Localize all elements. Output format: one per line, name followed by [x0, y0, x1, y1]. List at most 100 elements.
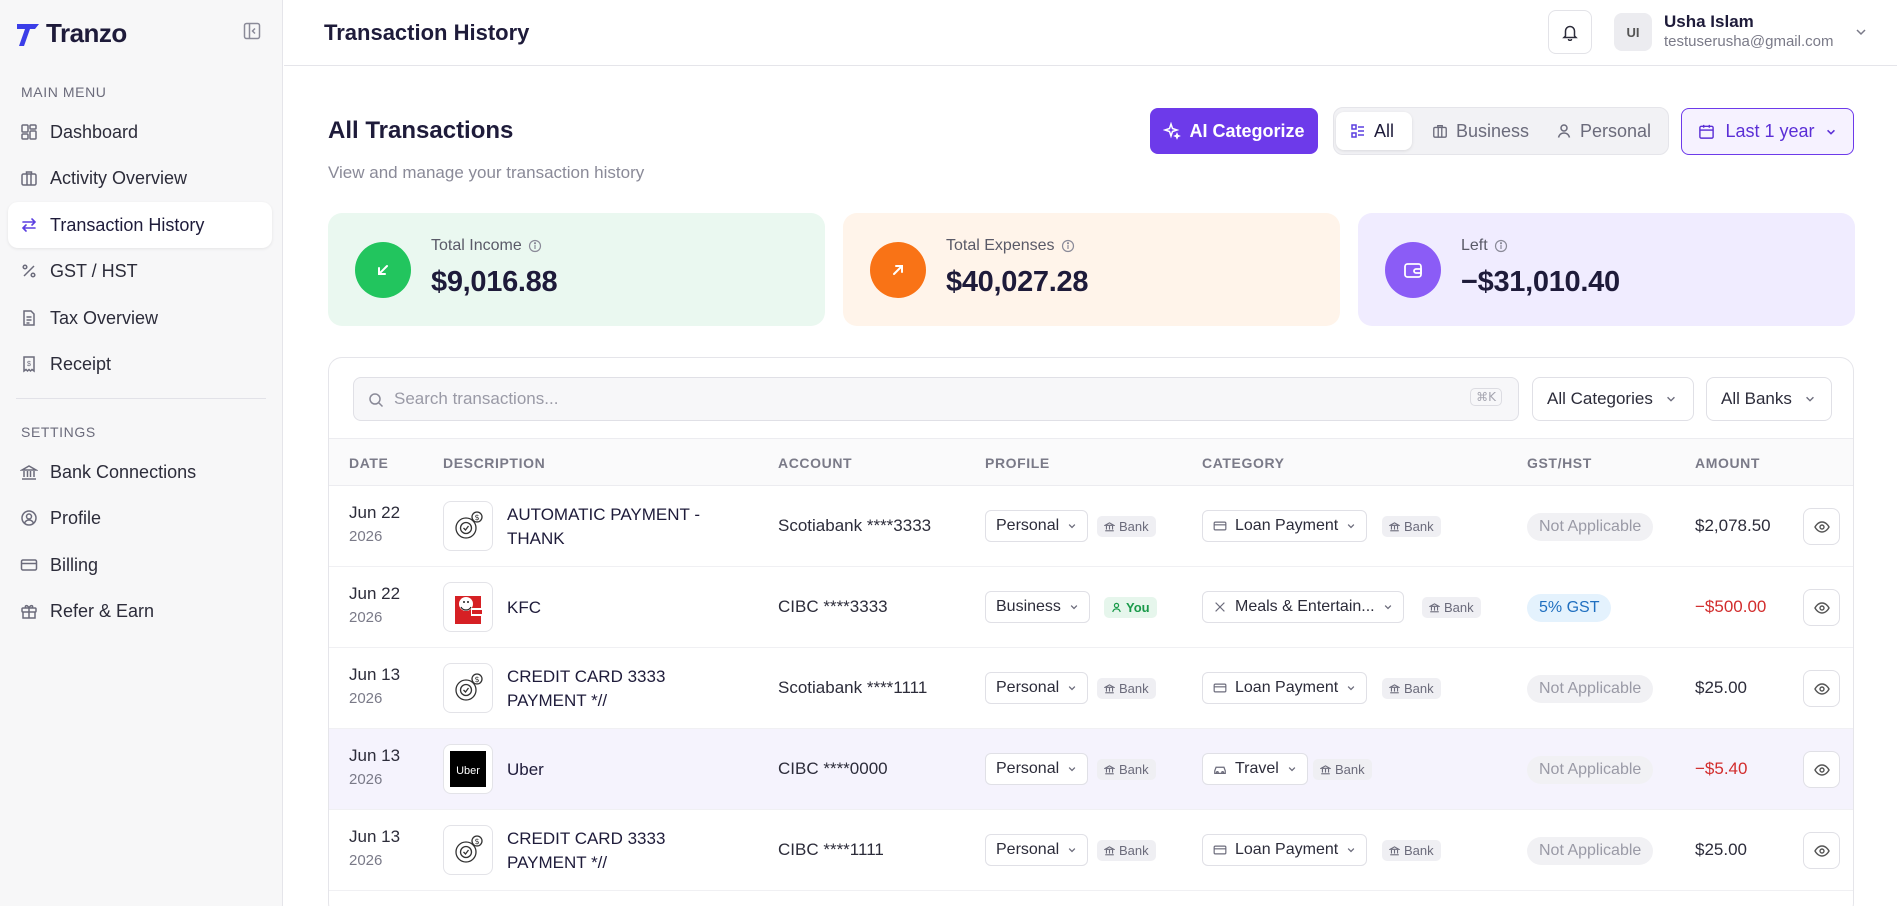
sidebar-item-profile[interactable]: Profile — [8, 495, 272, 541]
category-filter-dropdown[interactable]: All Categories — [1532, 377, 1694, 421]
stat-label: Total Income — [431, 237, 542, 255]
column-header-account[interactable]: ACCOUNT — [778, 455, 853, 471]
source-label: Bank — [1404, 843, 1434, 858]
date-range-label: Last 1 year — [1725, 121, 1815, 141]
chevron-down-icon — [1288, 767, 1296, 772]
column-header-gst-hst[interactable]: GST/HST — [1527, 455, 1592, 471]
sidebar-item-billing[interactable]: Billing — [8, 542, 272, 588]
profile-dropdown[interactable]: Personal — [985, 510, 1089, 542]
category-dropdown[interactable]: Travel — [1202, 753, 1308, 785]
segment-all[interactable]: All — [1336, 112, 1412, 150]
source-label: You — [1126, 600, 1150, 615]
category-dropdown[interactable]: Meals & Entertain... — [1202, 591, 1404, 623]
calendar-icon — [1699, 124, 1715, 139]
amount: −$5.40 — [1695, 759, 1748, 778]
profile-dropdown[interactable]: Personal — [985, 753, 1089, 785]
date-year: 2026 — [349, 609, 383, 626]
view-details-button[interactable] — [1803, 751, 1840, 788]
amount: −$500.00 — [1695, 597, 1767, 616]
sidebar-item-tax-overview[interactable]: Tax Overview — [8, 295, 272, 341]
view-details-button[interactable] — [1803, 670, 1840, 707]
account-name: CIBC ****3333 — [778, 597, 888, 616]
sparkle-icon — [1163, 122, 1182, 140]
category-value: Loan Payment — [1235, 517, 1339, 534]
column-header-profile[interactable]: PROFILE — [985, 455, 1050, 471]
profile-dropdown[interactable]: Personal — [985, 672, 1089, 704]
gst-badge: Not Applicable — [1527, 837, 1654, 865]
view-details-button[interactable] — [1803, 589, 1840, 626]
source-badge: Bank — [1382, 678, 1441, 699]
column-header-category[interactable]: CATEGORY — [1202, 455, 1285, 471]
category-value: Meals & Entertain... — [1235, 598, 1375, 615]
transaction-description: Uber — [507, 759, 544, 779]
sidebar-item-label: Activity Overview — [50, 167, 188, 188]
search-input[interactable] — [394, 378, 1394, 420]
profile-value: Personal — [996, 517, 1060, 534]
sidebar-item-label: Refer & Earn — [50, 600, 155, 621]
user-email: testuserusha@gmail.com — [1664, 33, 1834, 50]
view-details-button[interactable] — [1803, 832, 1840, 869]
sidebar-item-transaction-history[interactable]: Transaction History — [8, 202, 272, 248]
table-row[interactable]: Jun 22 2026 KFC CIBC ****3333 Business Y… — [329, 567, 1853, 648]
view-details-button[interactable] — [1803, 508, 1840, 545]
user-name[interactable]: Usha Islam — [1664, 12, 1754, 31]
bank-icon — [1320, 765, 1331, 775]
stat-label: Total Expenses — [946, 237, 1075, 255]
info-icon[interactable] — [1494, 239, 1508, 253]
table-row[interactable]: Jun 13 2026 $ CREDIT CARD 3333 PAYMENT *… — [329, 648, 1853, 729]
sidebar-item-activity-overview[interactable]: Activity Overview — [8, 155, 272, 201]
segment-personal[interactable]: Personal — [1542, 112, 1665, 150]
chevron-down-icon — [1068, 767, 1076, 772]
source-badge: Bank — [1097, 678, 1156, 699]
payment-icon: $ — [443, 501, 493, 551]
sidebar-item-receipt[interactable]: $ Receipt — [8, 341, 272, 387]
bank-icon — [1104, 846, 1115, 856]
profile-dropdown[interactable]: Personal — [985, 834, 1089, 866]
top-bar: Transaction History UI Usha Islam testus… — [284, 0, 1897, 66]
brand-logo[interactable]: Tranzo — [16, 18, 127, 49]
column-header-date[interactable]: DATE — [349, 455, 389, 471]
sidebar-item-label: GST / HST — [50, 260, 138, 281]
stat-value: $9,016.88 — [431, 266, 558, 298]
chevron-down-icon — [1826, 129, 1835, 135]
table-row[interactable]: Jun 13 2026 Uber Uber CIBC ****0000 Pers… — [329, 729, 1853, 810]
bank-filter-dropdown[interactable]: All Banks — [1706, 377, 1832, 421]
column-header-description[interactable]: DESCRIPTION — [443, 455, 546, 471]
notifications-button[interactable] — [1548, 10, 1592, 54]
segment-label: Business — [1456, 120, 1530, 141]
avatar[interactable]: UI — [1614, 13, 1652, 51]
sidebar-item-label: Billing — [50, 554, 99, 575]
sidebar-item-bank-connections[interactable]: Bank Connections — [8, 449, 272, 495]
column-header-amount[interactable]: AMOUNT — [1695, 455, 1761, 471]
info-icon[interactable] — [1061, 239, 1075, 253]
source-label: Bank — [1119, 519, 1149, 534]
sidebar-item-dashboard[interactable]: Dashboard — [8, 109, 272, 155]
sidebar-item-refer-earn[interactable]: Refer & Earn — [8, 588, 272, 634]
category-dropdown[interactable]: Loan Payment — [1202, 510, 1368, 542]
date-day: Jun 22 — [349, 503, 401, 522]
table-header: DATE DESCRIPTION ACCOUNT PROFILE CATEGOR… — [329, 438, 1853, 486]
segment-business[interactable]: Business — [1418, 112, 1543, 150]
table-row[interactable]: Jun 13 2026 $ CREDIT CARD 3333 PAYMENT *… — [329, 810, 1853, 891]
ai-categorize-button[interactable]: AI Categorize — [1150, 108, 1318, 154]
sidebar-item-gst-hst[interactable]: GST / HST — [8, 248, 272, 294]
category-dropdown[interactable]: Loan Payment — [1202, 672, 1368, 704]
credit-card-icon — [20, 556, 38, 574]
collapse-sidebar-icon[interactable] — [243, 22, 261, 40]
profile-dropdown[interactable]: Business — [985, 591, 1090, 623]
info-icon[interactable] — [528, 239, 542, 253]
brand-name: Tranzo — [46, 18, 127, 48]
bank-icon — [1389, 846, 1400, 856]
date-day: Jun 13 — [349, 746, 401, 765]
category-dropdown[interactable]: Loan Payment — [1202, 834, 1368, 866]
chevron-down-icon[interactable] — [1854, 25, 1868, 39]
profile-value: Business — [996, 598, 1061, 615]
ai-categorize-label: AI Categorize — [1189, 120, 1305, 141]
amount: $25.00 — [1695, 678, 1747, 697]
utensils-icon — [1215, 602, 1225, 612]
search-shortcut: ⌘K — [1470, 388, 1502, 406]
table-row[interactable]: Jun 22 2026 $ AUTOMATIC PAYMENT - THANK … — [329, 486, 1853, 567]
document-icon — [20, 309, 38, 327]
search-icon — [369, 393, 384, 408]
date-range-dropdown[interactable]: Last 1 year — [1681, 108, 1854, 155]
